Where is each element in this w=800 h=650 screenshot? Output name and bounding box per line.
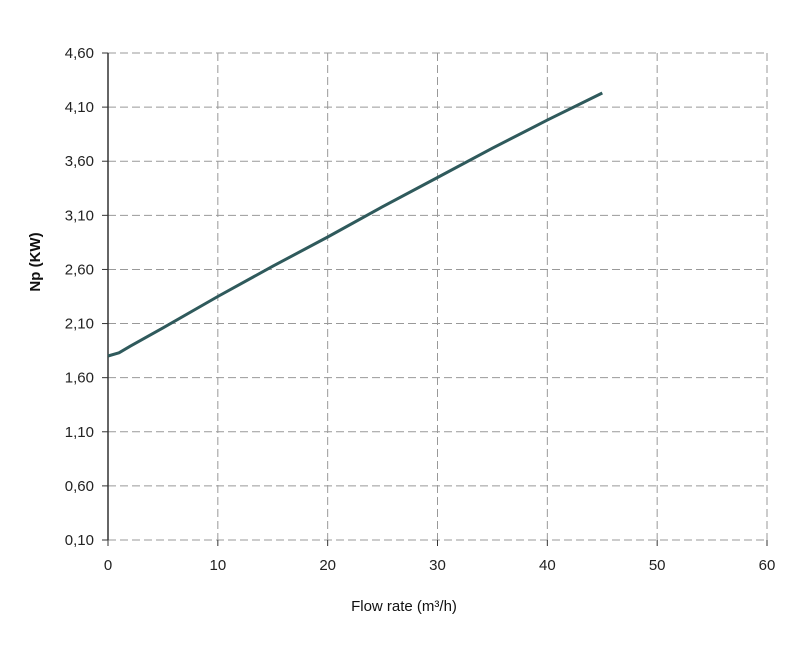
y-tick-label: 0,60	[65, 478, 94, 495]
y-tick-label: 2,10	[65, 316, 94, 333]
y-tick-label: 0,10	[65, 532, 94, 549]
y-tick-label: 3,60	[65, 153, 94, 170]
x-tick-label: 40	[539, 557, 556, 574]
x-tick-label: 10	[209, 557, 226, 574]
x-tick-label: 50	[649, 557, 666, 574]
y-axis-label: Np (KW)	[27, 232, 44, 291]
y-tick-label: 1,60	[65, 370, 94, 387]
y-tick-label: 2,60	[65, 261, 94, 278]
x-axis-label: Flow rate (m³/h)	[351, 598, 457, 615]
y-tick-label: 1,10	[65, 424, 94, 441]
x-tick-label: 60	[759, 557, 776, 574]
y-tick-label: 4,10	[65, 99, 94, 116]
x-tick-label: 20	[319, 557, 336, 574]
y-tick-label: 4,60	[65, 45, 94, 62]
y-tick-label: 3,10	[65, 207, 94, 224]
series-line	[107, 91, 603, 358]
x-tick-label: 30	[429, 557, 446, 574]
x-tick-label: 0	[104, 557, 112, 574]
